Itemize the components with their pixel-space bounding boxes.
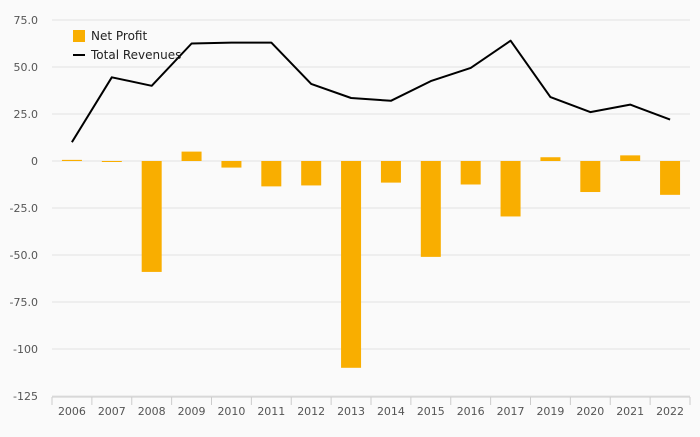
y-tick-label: 50.0	[14, 61, 39, 74]
x-tick-label: 2006	[58, 405, 86, 418]
y-axis: 75.0 50.0 25.0 0 -25.0 -50.0 -75.0 -100 -125	[10, 14, 38, 403]
x-tick-label: 2011	[257, 405, 285, 418]
legend-total-revenues-label: Total Revenues	[90, 48, 181, 62]
x-axis: 2006 2007 2008 2009 2010 2011 2012 2013 2014 2015…	[52, 397, 690, 418]
y-tick-label: 0	[31, 155, 38, 168]
x-tick-label: 2012	[297, 405, 325, 418]
y-tick-label: 25.0	[14, 108, 39, 121]
x-tick-label: 2014	[377, 405, 405, 418]
x-tick-label: 2021	[616, 405, 644, 418]
legend: Net Profit Total Revenues	[73, 29, 181, 62]
x-tick-label: 2019	[536, 405, 564, 418]
legend-net-profit-swatch	[73, 30, 85, 42]
net-profit-bar	[102, 161, 122, 162]
net-profit-bar	[540, 157, 560, 161]
y-tick-label: -75.0	[10, 296, 38, 309]
x-tick-label: 2020	[576, 405, 604, 418]
net-profit-bar	[142, 161, 162, 272]
x-tick-label: 2017	[497, 405, 525, 418]
x-tick-label: 2015	[417, 405, 445, 418]
net-profit-bar	[221, 161, 241, 168]
net-profit-bar	[62, 160, 82, 161]
y-tick-label: -50.0	[10, 249, 38, 262]
y-tick-label: -100	[13, 343, 38, 356]
legend-net-profit-label: Net Profit	[91, 29, 147, 43]
net-profit-bar	[301, 161, 321, 185]
net-profit-bar	[341, 161, 361, 368]
net-profit-bars	[62, 152, 680, 368]
x-tick-label: 2008	[138, 405, 166, 418]
y-tick-label: 75.0	[14, 14, 39, 27]
x-tick-label: 2009	[178, 405, 206, 418]
y-tick-label: -125	[13, 390, 38, 403]
x-tick-label: 2013	[337, 405, 365, 418]
net-profit-bar	[501, 161, 521, 216]
net-profit-bar	[461, 161, 481, 185]
y-tick-label: -25.0	[10, 202, 38, 215]
net-profit-bar	[660, 161, 680, 195]
net-profit-bar	[421, 161, 441, 257]
net-profit-bar	[381, 161, 401, 183]
x-tick-label: 2022	[656, 405, 684, 418]
x-tick-label: 2007	[98, 405, 126, 418]
net-profit-bar	[580, 161, 600, 192]
net-profit-bar	[182, 152, 202, 161]
x-tick-label: 2016	[457, 405, 485, 418]
x-tick-label: 2010	[217, 405, 245, 418]
net-profit-bar	[620, 155, 640, 161]
net-profit-bar	[261, 161, 281, 186]
